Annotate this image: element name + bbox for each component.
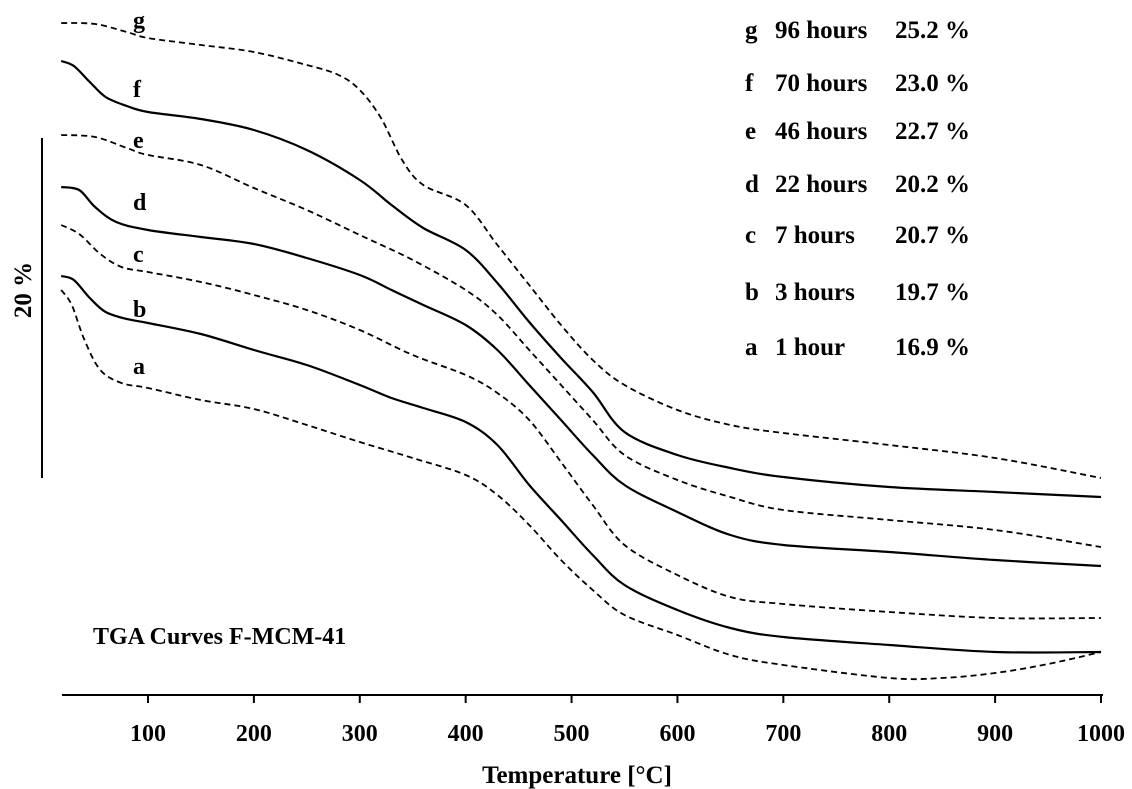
legend-loss: 19.7 % bbox=[895, 279, 970, 306]
curve-g bbox=[61, 22, 1102, 479]
legend-letter: e bbox=[745, 118, 756, 145]
legend-entry: c 7 hours 20.7 % bbox=[745, 222, 970, 249]
curve-e bbox=[61, 134, 1102, 548]
x-tick-label: 900 bbox=[977, 721, 1013, 747]
curve-label-e: e bbox=[133, 128, 144, 154]
x-tick-label: 1000 bbox=[1077, 721, 1125, 747]
legend-entry: b 3 hours 19.7 % bbox=[745, 279, 970, 306]
legend-loss: 20.2 % bbox=[895, 171, 970, 198]
legend-letter: g bbox=[745, 17, 758, 44]
legend-time: 22 hours bbox=[775, 171, 868, 198]
legend-loss: 23.0 % bbox=[895, 70, 970, 97]
x-tick-label: 100 bbox=[130, 721, 166, 747]
legend-letter: f bbox=[745, 70, 754, 97]
curve-f bbox=[60, 59, 1102, 499]
legend-entry: f 70 hours 23.0 % bbox=[745, 70, 970, 97]
legend-letter: c bbox=[745, 222, 756, 249]
legend-time: 1 hour bbox=[775, 334, 845, 361]
legend-entry: a 1 hour 16.9 % bbox=[745, 334, 970, 361]
legend-loss: 22.7 % bbox=[895, 118, 970, 145]
x-tick-label: 500 bbox=[554, 721, 590, 747]
legend-entry: g 96 hours 25.2 % bbox=[745, 17, 970, 44]
curve-label-f: f bbox=[133, 77, 142, 103]
curve-label-b: b bbox=[133, 297, 146, 323]
x-tick-label: 400 bbox=[448, 721, 484, 747]
curve-label-g: g bbox=[133, 8, 145, 34]
curve-c bbox=[60, 224, 1102, 620]
legend-time: 70 hours bbox=[775, 70, 868, 97]
curves-layer bbox=[60, 22, 1102, 681]
legend-letter: a bbox=[745, 334, 758, 361]
legend-time: 46 hours bbox=[775, 118, 868, 145]
curve-label-d: d bbox=[133, 190, 147, 216]
x-ticks-layer: 100 200 300 400 500 600 700 800 900 1000 bbox=[130, 695, 1125, 747]
x-tick-label: 700 bbox=[765, 721, 801, 747]
legend-time: 7 hours bbox=[775, 222, 855, 249]
curve-b bbox=[60, 274, 1102, 654]
legend-entry: e 46 hours 22.7 % bbox=[745, 118, 970, 145]
legend-time: 3 hours bbox=[775, 279, 855, 306]
legend-loss: 16.9 % bbox=[895, 334, 970, 361]
legend-time: 96 hours bbox=[775, 17, 868, 44]
curve-d bbox=[61, 185, 1102, 568]
x-tick-label: 800 bbox=[871, 721, 907, 747]
x-tick-label: 600 bbox=[659, 721, 695, 747]
legend: g 96 hours 25.2 % f 70 hours 23.0 % e 46 hours 2… bbox=[745, 17, 970, 361]
legend-entry: d 22 hours 20.2 % bbox=[745, 171, 970, 198]
x-tick-label: 300 bbox=[342, 721, 378, 747]
legend-letter: b bbox=[745, 279, 759, 306]
x-axis-title: Temperature [°C] bbox=[482, 762, 672, 789]
legend-letter: d bbox=[745, 171, 759, 198]
x-tick-label: 200 bbox=[236, 721, 272, 747]
scale-bar-label: 20 % bbox=[10, 262, 37, 318]
legend-loss: 20.7 % bbox=[895, 222, 970, 249]
curve-label-a: a bbox=[133, 354, 145, 380]
curve-label-c: c bbox=[133, 242, 144, 268]
curve-a bbox=[60, 289, 1102, 681]
chart-annotation: TGA Curves F-MCM-41 bbox=[93, 624, 346, 650]
curve-labels-layer: g fe dc b a bbox=[133, 8, 147, 380]
legend-loss: 25.2 % bbox=[895, 17, 970, 44]
